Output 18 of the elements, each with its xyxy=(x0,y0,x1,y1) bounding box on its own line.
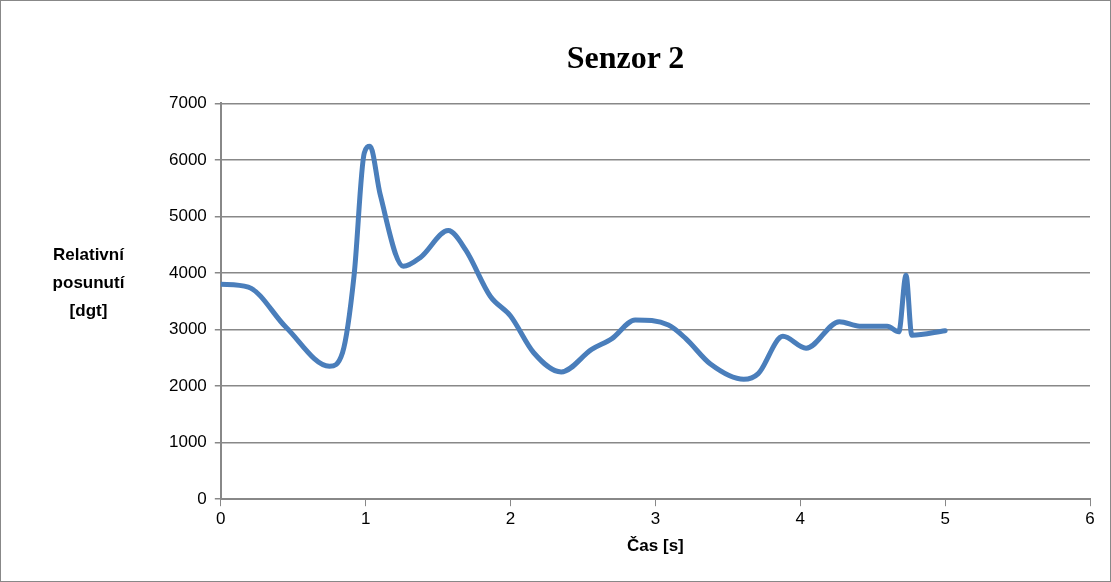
y-tick-label: 7000 xyxy=(168,93,207,113)
x-tick-label: 5 xyxy=(940,509,950,529)
y-tick-label: 3000 xyxy=(168,319,207,339)
y-tick-label: 6000 xyxy=(168,149,207,169)
x-tick-label: 0 xyxy=(216,509,226,529)
y-tick-label: 1000 xyxy=(168,432,207,452)
y-tick-label: 5000 xyxy=(168,206,207,226)
x-tick-label: 4 xyxy=(795,509,806,529)
y-tick-label: 0 xyxy=(197,488,207,508)
y-tick-label: 4000 xyxy=(168,262,207,282)
x-tick-label: 1 xyxy=(360,509,371,529)
x-axis-title: Čas [s] xyxy=(627,536,684,556)
x-tick-label: 2 xyxy=(505,509,516,529)
y-axis-title: Relativní posunutí [dgt] xyxy=(51,244,126,322)
x-tick-label: 3 xyxy=(650,509,661,529)
x-tick-label: 6 xyxy=(1085,509,1095,529)
y-tick-label: 2000 xyxy=(168,375,207,395)
chart-title: Senzor 2 xyxy=(566,39,685,76)
